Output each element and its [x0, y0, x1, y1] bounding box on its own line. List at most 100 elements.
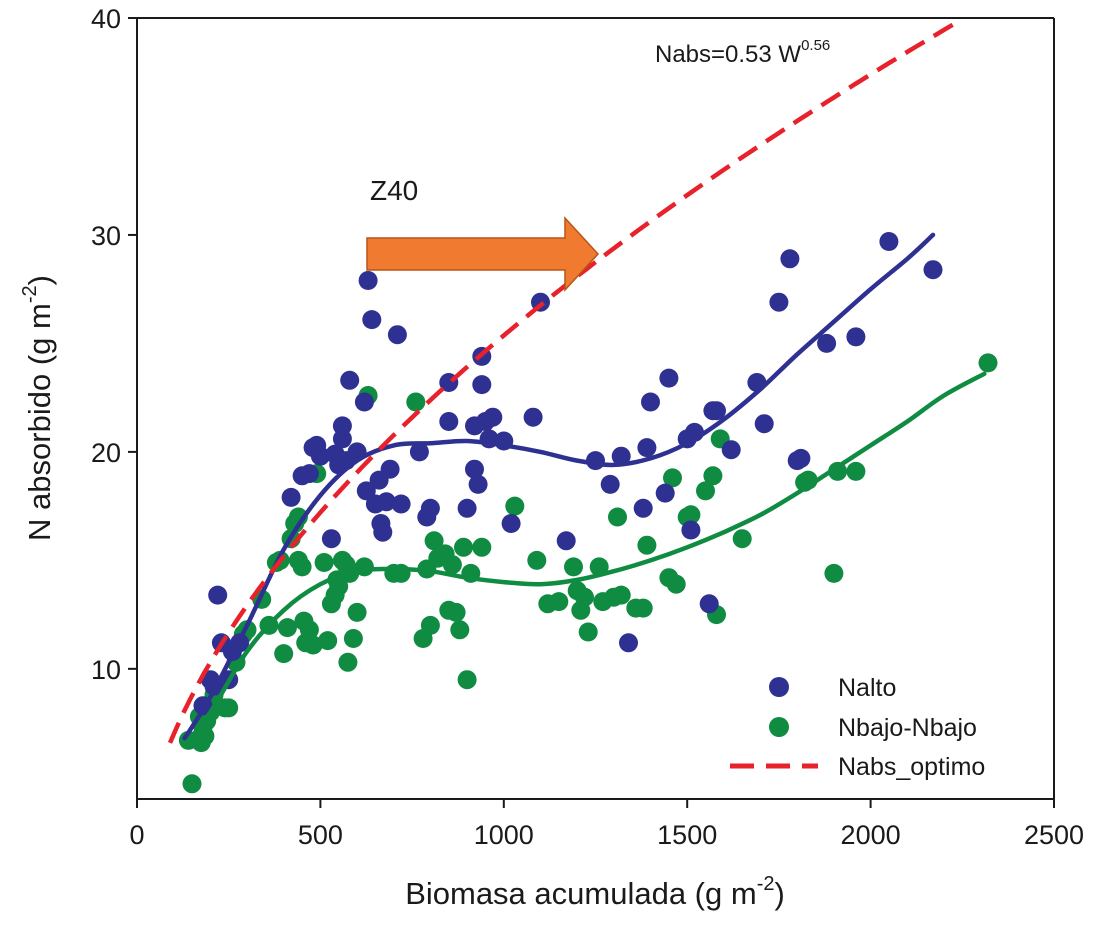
point-nbajo-nbajo	[195, 726, 215, 746]
point-nbajo-nbajo	[274, 644, 294, 664]
point-nbajo-nbajo	[696, 481, 715, 501]
point-nbajo-nbajo	[578, 622, 598, 642]
x-axis-title-sup: -2	[757, 873, 775, 895]
formula-annotation: Nabs=0.53 W0.56	[655, 37, 830, 68]
point-nbajo-nbajo	[343, 629, 363, 648]
point-nalto	[208, 585, 228, 605]
point-nalto	[923, 260, 943, 280]
point-nbajo-nbajo	[637, 535, 657, 555]
x-tick-label: 2500	[1024, 820, 1084, 850]
point-nbajo-nbajo	[450, 620, 470, 640]
point-nbajo-nbajo	[846, 461, 866, 481]
point-nalto	[376, 492, 396, 512]
point-nalto	[420, 498, 440, 518]
point-nalto	[619, 633, 638, 653]
point-nbajo-nbajo	[303, 635, 323, 655]
y-tick-label: 40	[91, 4, 121, 34]
point-nalto	[468, 474, 488, 494]
point-nalto	[465, 459, 484, 479]
plot-area	[167, 20, 998, 794]
point-nbajo-nbajo	[666, 574, 686, 594]
y-tick-label: 10	[91, 655, 121, 685]
point-nalto	[879, 232, 899, 251]
x-tick-label: 0	[129, 820, 144, 850]
point-nbajo-nbajo	[564, 557, 583, 577]
point-nbajo-nbajo	[472, 537, 492, 557]
point-nalto	[754, 414, 774, 434]
y-axis-title-sup: -2	[19, 285, 41, 303]
x-tick-label: 1500	[657, 820, 717, 850]
point-nbajo-nbajo	[454, 537, 473, 557]
z40-label: Z40	[370, 175, 418, 206]
point-nbajo-nbajo	[828, 461, 848, 481]
point-nbajo-nbajo	[732, 529, 752, 549]
point-nbajo-nbajo	[338, 652, 358, 672]
point-nalto	[769, 292, 789, 312]
point-nalto	[556, 531, 576, 551]
line-nabs-optimo	[167, 20, 959, 744]
point-nalto	[501, 514, 521, 533]
point-nbajo-nbajo	[391, 563, 411, 583]
point-nbajo-nbajo	[824, 563, 844, 583]
legend-label-nbajo: Nbajo-Nbajo	[838, 714, 977, 742]
point-nbajo-nbajo	[457, 670, 477, 690]
point-nalto	[483, 407, 503, 427]
point-nalto	[321, 529, 341, 549]
point-nbajo-nbajo	[978, 353, 998, 373]
point-nalto	[340, 370, 360, 390]
point-nbajo-nbajo	[406, 392, 426, 412]
point-nbajo-nbajo	[182, 774, 202, 794]
point-nalto	[611, 446, 631, 466]
x-tick-label: 2000	[841, 820, 901, 850]
y-axis-title: N absorbido (g m-2)	[19, 275, 57, 541]
point-nbajo-nbajo	[420, 615, 440, 635]
legend-marker-nalto	[769, 677, 789, 697]
point-nalto	[281, 487, 301, 507]
point-nbajo-nbajo	[318, 631, 338, 651]
point-nalto	[817, 333, 837, 353]
point-nalto	[373, 522, 393, 542]
point-nbajo-nbajo	[681, 505, 701, 525]
point-nbajo-nbajo	[314, 553, 334, 572]
point-nalto	[681, 520, 701, 540]
z40-arrow: Z40	[366, 175, 600, 292]
legend-label-nabs-optimo: Nabs_optimo	[838, 753, 985, 781]
point-nbajo-nbajo	[505, 496, 525, 516]
point-nalto	[332, 416, 352, 436]
point-nbajo-nbajo	[575, 587, 594, 607]
point-nalto	[791, 448, 811, 468]
point-nbajo-nbajo	[663, 468, 682, 488]
point-nbajo-nbajo	[292, 557, 312, 577]
point-nalto	[409, 442, 429, 462]
legend-marker-nbajo	[769, 717, 789, 737]
point-nalto	[354, 392, 374, 412]
point-nbajo-nbajo	[442, 555, 462, 575]
point-nalto	[633, 498, 653, 518]
point-nalto	[655, 483, 675, 503]
point-nalto	[362, 310, 382, 330]
point-nalto	[780, 249, 800, 269]
point-nalto	[472, 375, 492, 395]
x-tick-label: 1000	[474, 820, 534, 850]
point-nalto	[391, 494, 411, 514]
point-nalto	[387, 325, 407, 345]
ticks: 0 500 1000 1500 2000 2500 10 20 30 40	[91, 4, 1084, 850]
axes	[136, 17, 1055, 800]
point-nalto	[310, 446, 330, 466]
y-tick-label: 30	[91, 221, 121, 251]
z40-arrow-shape	[366, 216, 600, 292]
point-nalto	[707, 401, 726, 421]
point-nbajo-nbajo	[424, 531, 444, 551]
point-nbajo-nbajo	[608, 507, 627, 527]
point-nalto	[299, 464, 319, 484]
point-nalto	[659, 368, 679, 388]
point-nalto	[358, 271, 378, 290]
point-nbajo-nbajo	[354, 557, 374, 577]
point-nbajo-nbajo	[277, 618, 297, 638]
point-nbajo-nbajo	[329, 576, 349, 596]
x-axis-title: Biomasa acumulada (g m-2)	[405, 873, 785, 911]
formula-exponent: 0.56	[801, 37, 830, 54]
point-nalto	[721, 440, 741, 460]
point-nbajo-nbajo	[527, 550, 547, 570]
point-nalto	[457, 498, 477, 518]
